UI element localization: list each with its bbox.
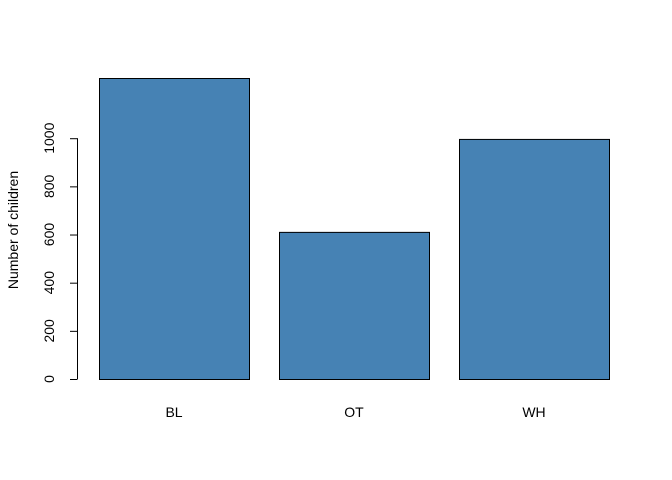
category-label-bl: BL — [165, 404, 182, 420]
y-tick-label: 1000 — [41, 122, 57, 153]
y-tick-label: 400 — [41, 271, 57, 295]
y-tick-label: 800 — [41, 174, 57, 198]
y-axis: 0 200 400 600 800 1000 — [41, 122, 78, 383]
bars-group — [99, 78, 610, 380]
y-tick-label: 0 — [41, 375, 57, 383]
y-tick-label: 600 — [41, 223, 57, 247]
y-axis-title: Number of children — [5, 171, 21, 289]
category-labels: BL OT WH — [165, 404, 545, 420]
y-tick-label: 200 — [41, 319, 57, 343]
bar-wh — [459, 138, 610, 380]
category-label-wh: WH — [522, 404, 545, 420]
category-label-ot: OT — [344, 404, 364, 420]
bar-bl — [99, 78, 250, 380]
bar-ot — [279, 231, 430, 380]
